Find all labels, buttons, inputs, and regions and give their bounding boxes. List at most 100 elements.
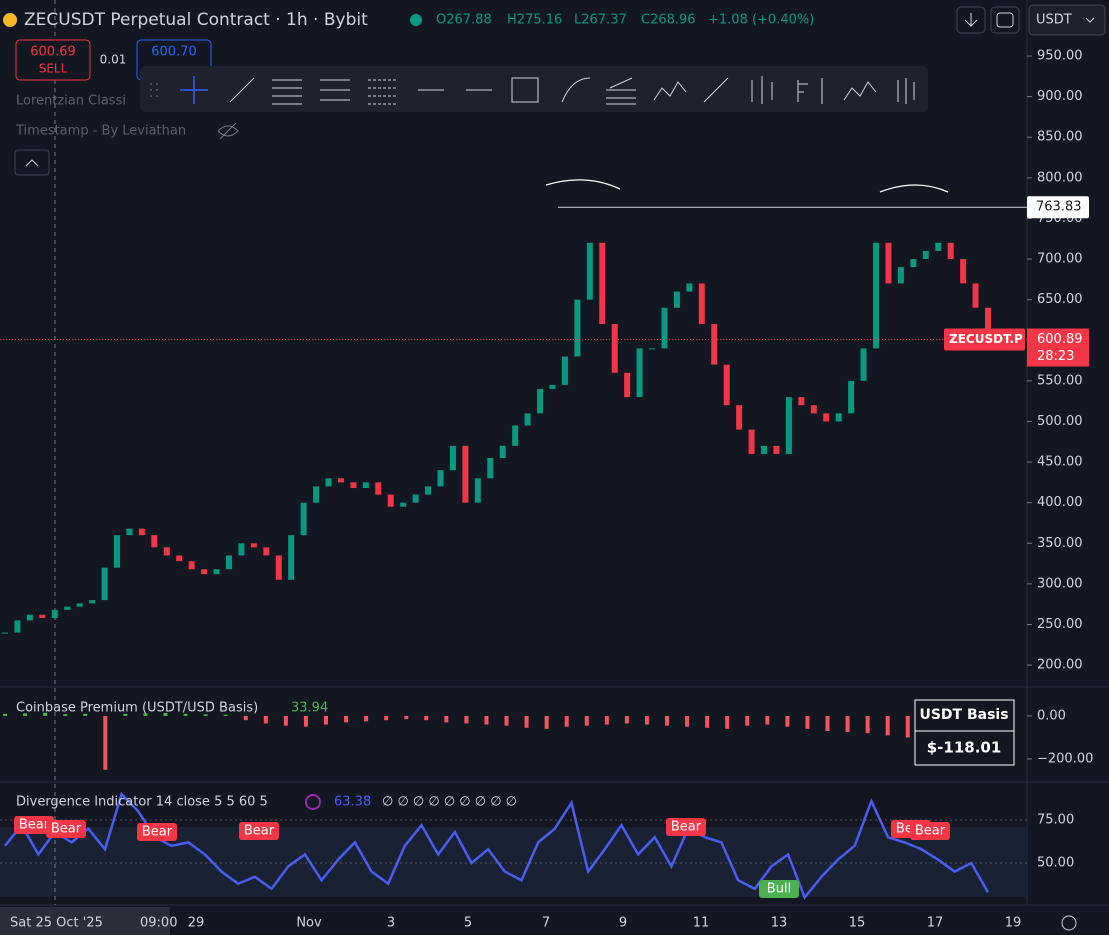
indicator-label: Lorentzian Classi (16, 94, 126, 109)
candle (611, 324, 618, 373)
candle (26, 614, 33, 621)
tool-volume[interactable] (797, 78, 823, 104)
tool-pattern[interactable] (653, 81, 687, 101)
candle (761, 445, 768, 454)
ohlc-open: O267.88 (436, 13, 492, 28)
candle (848, 380, 855, 414)
drawing-toolbar (140, 66, 928, 112)
time-label: 11 (693, 916, 710, 931)
premium-bar (785, 715, 790, 727)
candle (126, 528, 133, 536)
time-label: 9 (619, 916, 627, 931)
tool-projection[interactable] (703, 77, 729, 103)
candle (101, 567, 108, 601)
pane-title: Divergence Indicator 14 close 5 5 60 5 (16, 795, 268, 810)
countdown: 28:23 (1037, 349, 1074, 364)
candle (885, 242, 892, 284)
tool-rect[interactable] (511, 77, 539, 103)
candle (810, 405, 817, 414)
candle (698, 283, 705, 325)
candle (922, 250, 929, 260)
candle (375, 482, 382, 495)
candle (76, 603, 83, 607)
basis-title: USDT Basis (919, 707, 1008, 723)
premium-bar (283, 715, 288, 726)
tool-bars[interactable] (897, 78, 915, 104)
settings-icon[interactable] (1061, 915, 1077, 931)
tool-crosshair[interactable] (180, 76, 208, 104)
candle (225, 555, 232, 570)
premium-bar (624, 715, 629, 724)
symbol-icon (3, 13, 17, 27)
candle (201, 569, 208, 575)
candle (736, 405, 743, 430)
y-tick-label: 800.00 (1037, 170, 1083, 185)
sell-button[interactable] (15, 39, 91, 81)
collapse-icon (25, 159, 39, 167)
chevron (1085, 17, 1095, 23)
last-price: 600.89 (1037, 332, 1083, 347)
candle (624, 372, 631, 398)
premium-bar (43, 712, 48, 716)
time-label: 15 (849, 916, 866, 931)
premium-bar (163, 712, 168, 716)
bear-label: Bear (19, 818, 50, 833)
candle (897, 267, 904, 284)
candle (362, 482, 369, 489)
time-label: Nov (296, 916, 322, 931)
candle (985, 307, 991, 340)
drawing-arc (879, 184, 949, 193)
candle (176, 555, 183, 562)
premium-bar (83, 713, 88, 716)
premium-bar (364, 715, 369, 722)
candle (711, 324, 718, 365)
down-icon (964, 13, 978, 27)
premium-bar (584, 715, 589, 726)
premium-bar (524, 715, 529, 728)
collapse-button[interactable] (14, 149, 50, 176)
premium-bar (845, 715, 850, 733)
premium-bar (23, 713, 28, 716)
premium-bar (725, 715, 730, 729)
tool-candles[interactable] (751, 76, 773, 104)
candle (748, 429, 755, 454)
premium-bar (464, 715, 469, 724)
candle (960, 259, 967, 284)
premium-bar (644, 715, 649, 725)
tool-trendline[interactable] (229, 77, 255, 103)
currency-dropdown[interactable] (1028, 4, 1106, 36)
tool-channel[interactable] (320, 79, 350, 101)
y-tick-label: 450.00 (1037, 455, 1083, 470)
tool-brush[interactable] (561, 77, 591, 103)
y-tick-label: 500.00 (1037, 414, 1083, 429)
candle (437, 470, 444, 487)
premium-bar (123, 713, 128, 716)
candle (263, 547, 270, 556)
tool-position[interactable] (606, 77, 636, 105)
premium-bar (404, 715, 409, 720)
bear-label-bg (910, 822, 950, 840)
premium-bar (103, 715, 108, 770)
hidden-icon (217, 122, 239, 140)
candle (574, 299, 581, 357)
pane-value: 63.38 (334, 795, 371, 810)
time-axis-bg (0, 906, 1109, 935)
bear-label-bg (46, 820, 86, 838)
candle (425, 486, 432, 495)
tool-fib[interactable] (272, 79, 302, 105)
candle (935, 242, 942, 251)
bear-label: Bear (142, 825, 173, 840)
premium-bar (905, 715, 910, 738)
tool-pitchfork[interactable] (368, 79, 398, 105)
candle (449, 445, 456, 471)
y-tick-label: 0.00 (1037, 708, 1066, 723)
fullscreen-button[interactable] (990, 6, 1020, 34)
tool-elliott[interactable] (843, 81, 877, 101)
premium-bar (865, 715, 870, 734)
candle (512, 425, 519, 446)
candle (138, 528, 145, 536)
candle (113, 535, 120, 568)
sell-price: 600.69 (30, 45, 76, 60)
